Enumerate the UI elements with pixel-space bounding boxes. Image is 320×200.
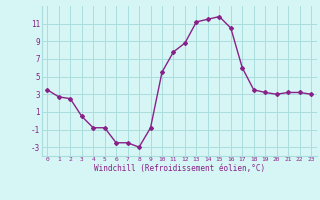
X-axis label: Windchill (Refroidissement éolien,°C): Windchill (Refroidissement éolien,°C): [94, 164, 265, 173]
